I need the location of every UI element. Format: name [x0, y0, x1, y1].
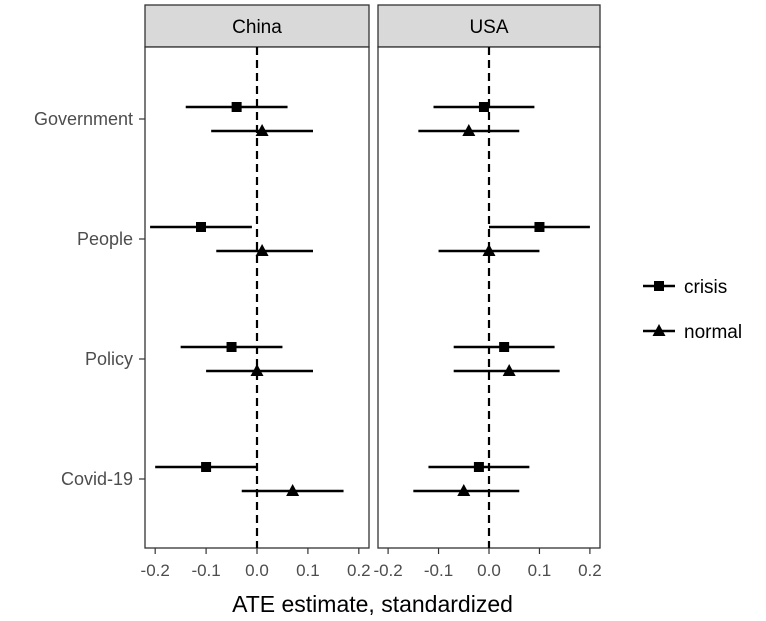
x-tick-label: 0.0	[477, 561, 501, 580]
point-normal	[462, 124, 476, 136]
x-tick-label: 0.1	[296, 561, 320, 580]
point-crisis	[231, 102, 242, 112]
point-normal	[255, 244, 269, 256]
x-tick-label: -0.2	[141, 561, 170, 580]
point-crisis	[196, 222, 206, 232]
x-tick-label: -0.1	[191, 561, 220, 580]
facet-strip-china	[144, 4, 370, 48]
facet-strip-usa	[377, 4, 601, 48]
y-tick-label: People	[77, 229, 133, 249]
facet-label: USA	[469, 17, 508, 38]
point-crisis	[534, 222, 545, 232]
x-tick-label: 0.2	[347, 561, 371, 580]
point-crisis	[473, 462, 484, 472]
x-tick-label: -0.2	[373, 561, 402, 580]
facet-label: China	[232, 17, 282, 38]
point-normal	[286, 484, 300, 496]
point-crisis	[478, 102, 489, 112]
y-tick-label: Policy	[85, 349, 133, 369]
point-normal	[255, 124, 269, 136]
x-tick-label: -0.1	[424, 561, 453, 580]
point-crisis	[226, 342, 237, 352]
x-tick-label: 0.1	[528, 561, 552, 580]
point-normal	[457, 484, 471, 496]
point-crisis	[499, 342, 510, 352]
x-tick-label: 0.0	[245, 561, 269, 580]
point-normal	[502, 364, 516, 376]
x-tick-label: 0.2	[578, 561, 602, 580]
point-crisis	[201, 462, 212, 472]
point-normal	[250, 364, 264, 376]
y-tick-label: Government	[34, 109, 133, 129]
legend-label-normal: normal	[684, 322, 742, 343]
x-axis-title: ATE estimate, standardized	[232, 591, 513, 617]
y-tick-label: Covid-19	[61, 469, 133, 489]
legend-key-crisis	[654, 281, 664, 291]
legend-label-crisis: crisis	[684, 277, 727, 298]
legend-key-normal	[652, 324, 666, 336]
point-normal	[482, 244, 496, 256]
